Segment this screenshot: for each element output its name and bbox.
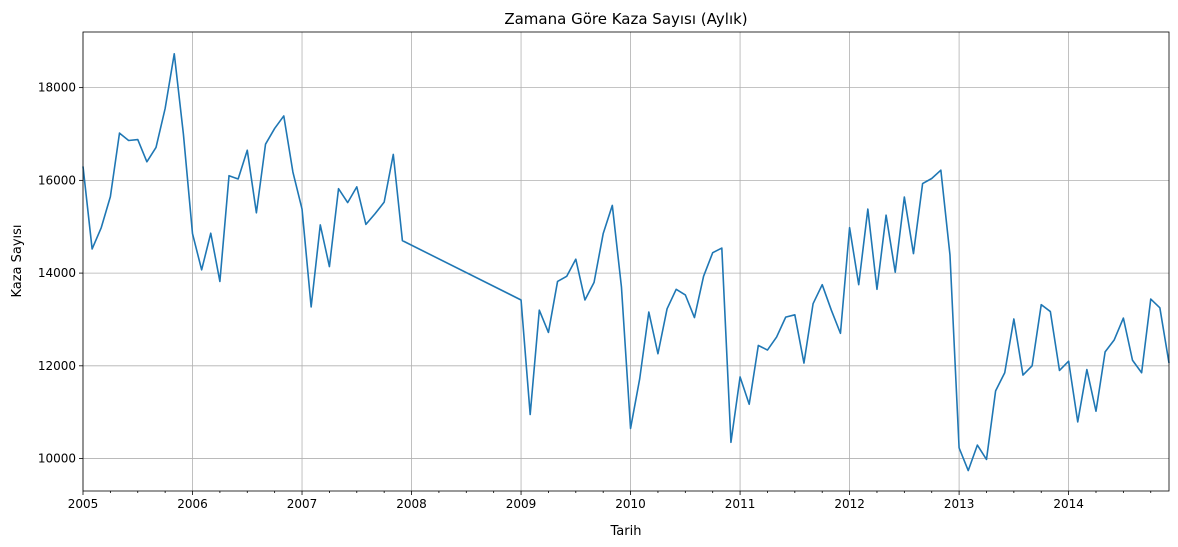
x-tick-label: 2014 bbox=[1053, 497, 1084, 511]
series-layer bbox=[82, 52, 1170, 472]
y-axis-label: Kaza Sayısı bbox=[10, 224, 25, 297]
y-tick-label: 10000 bbox=[38, 452, 76, 466]
y-tick-label: 14000 bbox=[38, 266, 76, 280]
y-tick-label: 18000 bbox=[38, 81, 76, 95]
x-tick-label: 2005 bbox=[68, 497, 99, 511]
x-tick-label: 2009 bbox=[506, 497, 537, 511]
x-tick-label: 2013 bbox=[944, 497, 975, 511]
x-tick-label: 2011 bbox=[725, 497, 756, 511]
y-tick-label: 12000 bbox=[38, 359, 76, 373]
y-tick-label: 16000 bbox=[38, 173, 76, 187]
ticks: 2005 2006 2007 2008 2009 2010 2011 2012 2013 2014… bbox=[38, 81, 1152, 511]
x-axis-label: Tarih bbox=[610, 524, 642, 539]
chart-title: Zamana Göre Kaza Sayısı (Aylık) bbox=[504, 10, 747, 28]
x-tick-label: 2010 bbox=[615, 497, 646, 511]
series-line bbox=[82, 52, 1170, 472]
grid bbox=[82, 32, 1169, 491]
x-tick-label: 2008 bbox=[396, 497, 427, 511]
x-tick-label: 2012 bbox=[834, 497, 865, 511]
x-tick-label: 2007 bbox=[287, 497, 318, 511]
plot-frame bbox=[82, 31, 1170, 492]
x-tick-label: 2006 bbox=[177, 497, 208, 511]
